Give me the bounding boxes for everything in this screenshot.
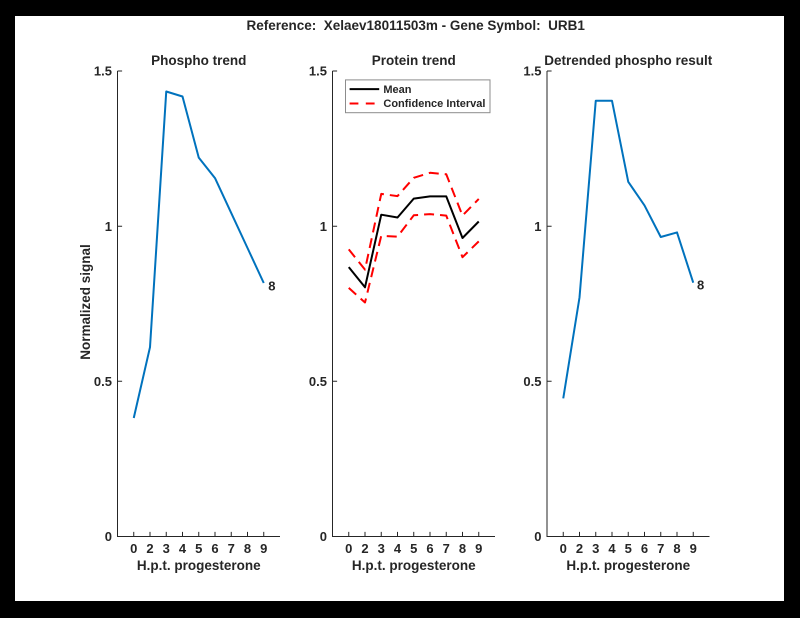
svg-text:2: 2 [146, 541, 153, 556]
svg-text:3: 3 [592, 541, 599, 556]
svg-text:Confidence Interval: Confidence Interval [383, 98, 485, 110]
svg-text:8: 8 [244, 541, 251, 556]
svg-text:5: 5 [410, 541, 417, 556]
svg-text:6: 6 [426, 541, 433, 556]
svg-text:4: 4 [179, 541, 187, 556]
svg-text:0: 0 [345, 541, 352, 556]
svg-text:0: 0 [130, 541, 137, 556]
svg-text:0: 0 [534, 529, 541, 544]
svg-text:1.5: 1.5 [94, 64, 112, 79]
svg-text:0.5: 0.5 [309, 374, 327, 389]
svg-text:2: 2 [576, 541, 583, 556]
svg-text:Protein trend: Protein trend [372, 53, 456, 68]
svg-text:8: 8 [697, 278, 704, 293]
svg-text:H.p.t. progesterone: H.p.t. progesterone [137, 558, 261, 573]
svg-text:Phospho trend: Phospho trend [151, 53, 246, 68]
svg-text:Reference: Xelaev18011503m -: Reference: Xelaev18011503m - Gene Symbol… [246, 18, 585, 33]
svg-text:6: 6 [641, 541, 648, 556]
svg-text:5: 5 [195, 541, 202, 556]
svg-text:Detrended phospho result: Detrended phospho result [544, 53, 713, 68]
svg-text:4: 4 [608, 541, 616, 556]
svg-text:0.5: 0.5 [94, 374, 112, 389]
svg-text:3: 3 [378, 541, 385, 556]
svg-text:1: 1 [534, 219, 541, 234]
svg-text:9: 9 [690, 541, 697, 556]
svg-text:8: 8 [459, 541, 466, 556]
svg-text:9: 9 [260, 541, 267, 556]
svg-text:6: 6 [211, 541, 218, 556]
svg-text:1.5: 1.5 [523, 64, 541, 79]
svg-text:8: 8 [673, 541, 680, 556]
svg-text:1: 1 [320, 219, 327, 234]
svg-text:1: 1 [105, 219, 112, 234]
svg-text:8: 8 [268, 278, 275, 293]
svg-text:0: 0 [560, 541, 567, 556]
svg-text:H.p.t. progesterone: H.p.t. progesterone [566, 558, 690, 573]
svg-text:Mean: Mean [383, 84, 411, 96]
svg-text:4: 4 [394, 541, 402, 556]
svg-text:5: 5 [625, 541, 632, 556]
svg-text:7: 7 [657, 541, 664, 556]
svg-text:0: 0 [320, 529, 327, 544]
svg-text:Normalized signal: Normalized signal [78, 244, 93, 360]
svg-text:7: 7 [228, 541, 235, 556]
svg-text:0: 0 [105, 529, 112, 544]
svg-text:2: 2 [361, 541, 368, 556]
svg-text:7: 7 [443, 541, 450, 556]
svg-text:3: 3 [163, 541, 170, 556]
svg-text:1.5: 1.5 [309, 64, 327, 79]
svg-text:9: 9 [475, 541, 482, 556]
svg-text:H.p.t. progesterone: H.p.t. progesterone [352, 558, 476, 573]
svg-text:0.5: 0.5 [523, 374, 541, 389]
